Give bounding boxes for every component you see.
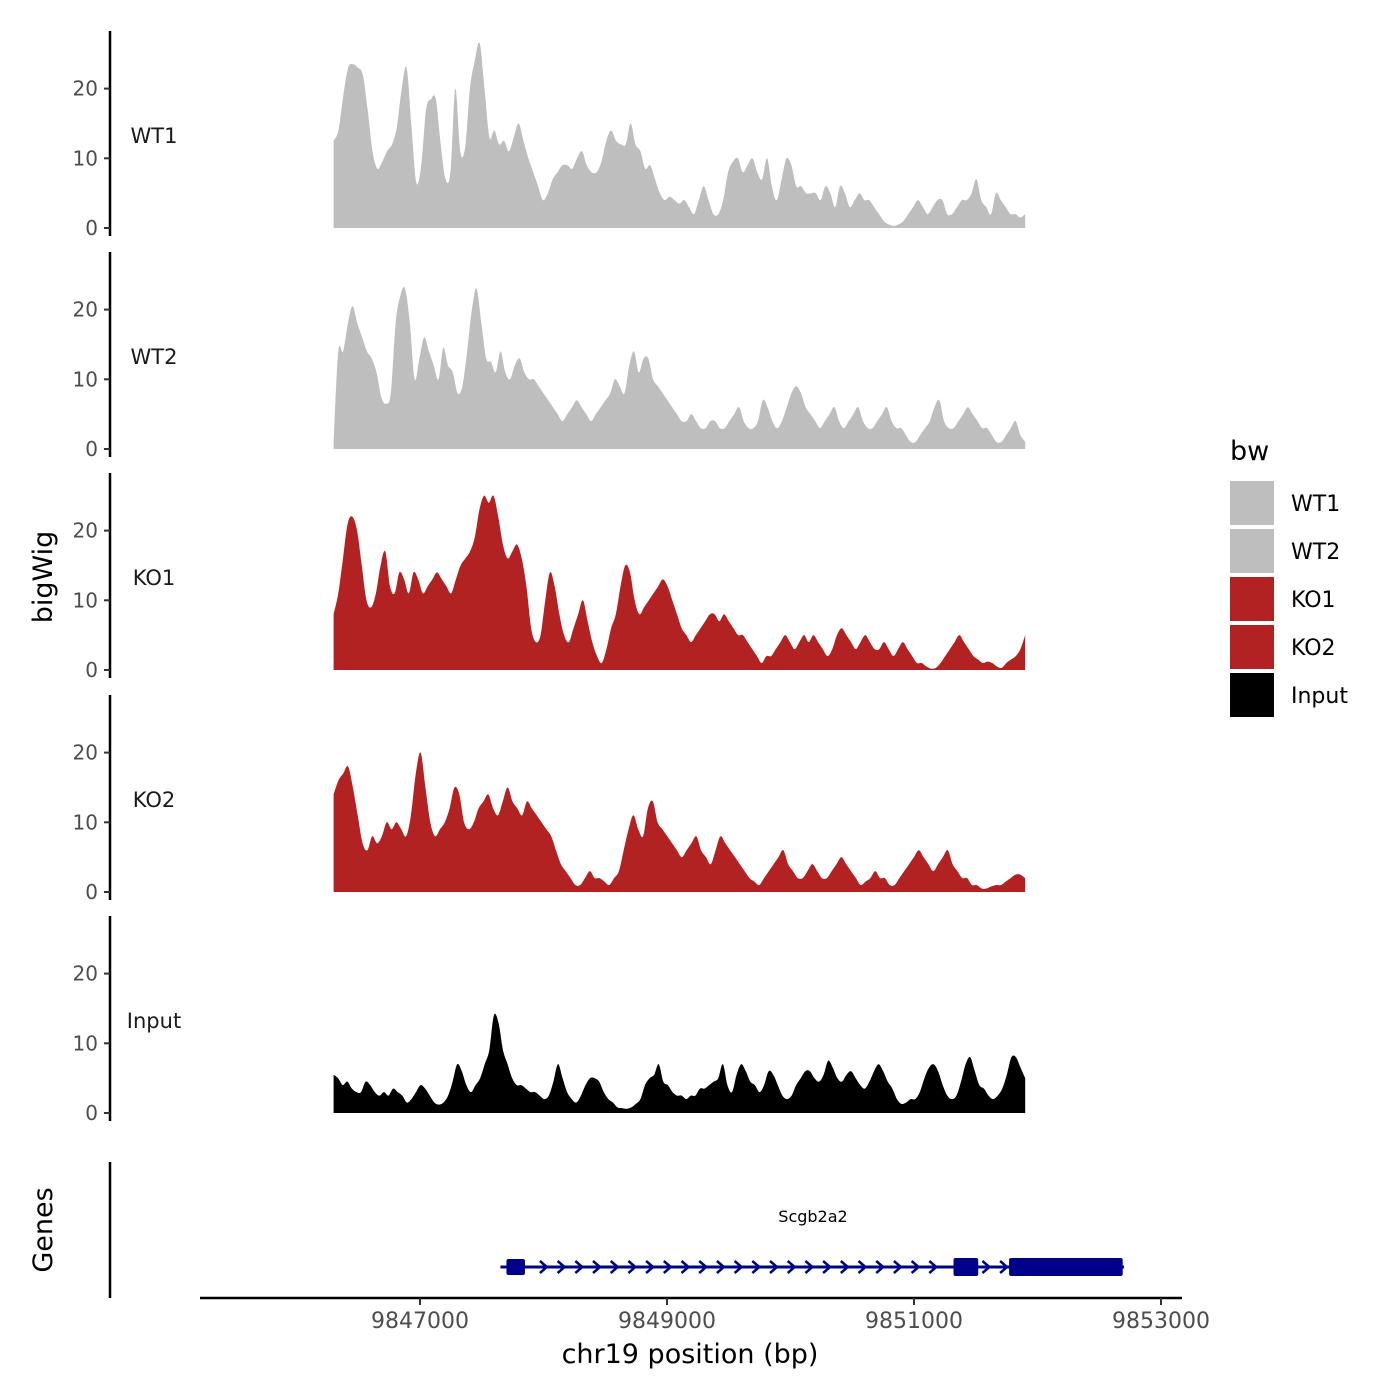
legend: bw WT1 WT2 KO1 KO2 Input <box>1230 436 1348 717</box>
area-wt1 <box>333 42 1026 228</box>
track-panel-input: 0 10 20 Input <box>73 916 1026 1125</box>
strand-arrow-glyph <box>645 1260 656 1274</box>
area-ko1 <box>333 495 1026 670</box>
strand-arrow-glyph <box>733 1260 744 1274</box>
y-tick-label: 20 <box>73 741 98 765</box>
strand-arrow-glyph <box>910 1260 921 1274</box>
track-panels: 0 10 20 WT1 0 10 20 WT2 0 10 20 KO1 0 10 20 KO2 0 10 20 Inp… <box>73 31 1026 1125</box>
x-axis-ticks: 9847000 9849000 9851000 9853000 <box>371 1298 1210 1334</box>
legend-label-wt2: WT2 <box>1291 540 1340 565</box>
x-tick-label: 9847000 <box>371 1309 469 1334</box>
legend-swatch-ko2 <box>1230 625 1274 669</box>
y-tick-label: 10 <box>73 1031 98 1055</box>
legend-label-wt1: WT1 <box>1291 492 1340 517</box>
y-tick-label: 10 <box>73 367 98 391</box>
legend-title: bw <box>1230 436 1269 467</box>
strand-arrow-glyph <box>751 1260 762 1274</box>
track-panel-wt2: 0 10 20 WT2 <box>73 252 1026 461</box>
gene-exon-3 <box>1009 1258 1123 1276</box>
legend-label-ko2: KO2 <box>1291 636 1336 661</box>
y-tick-label: 20 <box>73 962 98 986</box>
strand-arrow-glyph <box>556 1260 567 1274</box>
gene-label: Scgb2a2 <box>778 1207 847 1226</box>
strand-arrow-glyph <box>592 1260 602 1274</box>
strand-arrow-glyph <box>999 1260 1010 1274</box>
gene-exon-1 <box>506 1259 525 1275</box>
x-axis: 9847000 9849000 9851000 9853000 chr19 posit… <box>200 1296 1210 1370</box>
y-tick-label: 10 <box>73 810 98 834</box>
track-panel-wt1: 0 10 20 WT1 <box>73 31 1026 240</box>
x-tick-label: 9853000 <box>1112 1309 1210 1334</box>
legend-swatch-wt2 <box>1230 529 1274 573</box>
y-tick-label: 20 <box>73 77 98 101</box>
gene-track-panel: Scgb2a2 <box>108 1162 1124 1298</box>
x-tick-label: 9849000 <box>618 1309 716 1334</box>
track-label: WT2 <box>131 345 178 369</box>
x-tick-label: 9851000 <box>865 1309 963 1334</box>
gene-model <box>500 1258 1124 1276</box>
y-tick-label: 0 <box>85 437 98 461</box>
strand-arrow-glyph <box>839 1260 850 1274</box>
strand-arrow-glyph <box>822 1260 833 1274</box>
strand-arrow-glyph <box>857 1260 868 1274</box>
legend-label-input: Input <box>1291 684 1348 709</box>
genes-axis-title: Genes <box>28 1187 59 1272</box>
track-label: KO1 <box>133 566 176 590</box>
strand-arrow-glyph <box>680 1260 691 1274</box>
strand-arrow-glyph <box>627 1260 638 1274</box>
y-tick-label: 0 <box>85 216 98 240</box>
legend-swatch-wt1 <box>1230 481 1274 525</box>
strand-arrow-glyph <box>786 1260 797 1274</box>
strand-arrow-glyph <box>662 1260 673 1274</box>
legend-swatch-input <box>1230 673 1274 717</box>
y-tick-label: 0 <box>85 880 98 904</box>
strand-arrow-glyph <box>804 1260 815 1274</box>
strand-arrow-glyph <box>769 1260 779 1274</box>
gene-exon-2 <box>953 1258 979 1276</box>
track-label: WT1 <box>131 124 178 148</box>
y-tick-label: 10 <box>73 588 98 612</box>
y-tick-label: 20 <box>73 519 98 543</box>
x-axis-title: chr19 position (bp) <box>562 1339 819 1370</box>
y-axis-title: bigWig <box>28 531 59 624</box>
track-label: KO2 <box>133 788 176 812</box>
strand-arrow-glyph <box>574 1260 585 1274</box>
strand-arrow-glyph <box>539 1260 549 1274</box>
strand-arrow-glyph <box>981 1260 992 1274</box>
track-panel-ko2: 0 10 20 KO2 <box>73 695 1026 904</box>
strand-arrow-glyph <box>716 1260 726 1274</box>
strand-arrow-glyph <box>609 1260 620 1274</box>
strand-arrow-glyph <box>698 1260 709 1274</box>
strand-arrow-glyph <box>875 1260 886 1274</box>
legend-label-ko1: KO1 <box>1291 588 1336 613</box>
y-tick-label: 10 <box>73 146 98 170</box>
track-label: Input <box>127 1009 181 1033</box>
y-tick-label: 0 <box>85 658 98 682</box>
strand-arrow-glyph <box>893 1260 903 1274</box>
area-ko2 <box>333 752 1026 892</box>
track-panel-ko1: 0 10 20 KO1 <box>73 473 1026 682</box>
legend-items: WT1 WT2 KO1 KO2 Input <box>1230 481 1348 717</box>
legend-swatch-ko1 <box>1230 577 1274 621</box>
strand-arrow-glyph <box>928 1260 939 1274</box>
area-input <box>333 1013 1026 1113</box>
y-tick-label: 20 <box>73 298 98 322</box>
y-tick-label: 0 <box>85 1101 98 1125</box>
area-wt2 <box>333 286 1026 449</box>
